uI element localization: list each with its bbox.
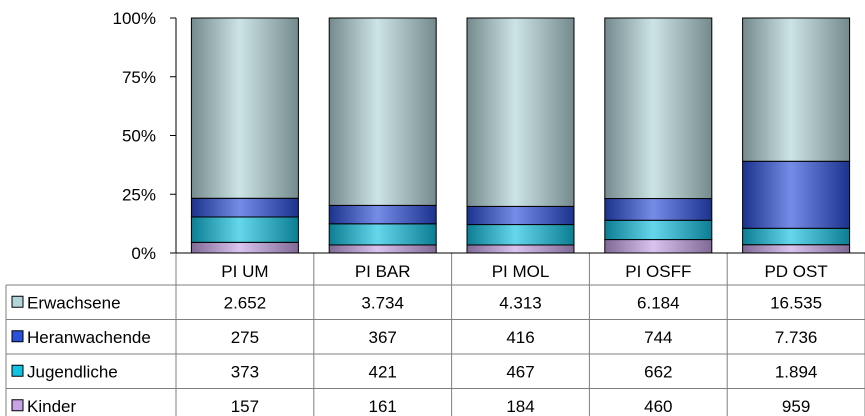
y-tick-label: 100% [113,9,156,28]
table-cell-value: 3.734 [361,293,404,312]
table-cell-value: 959 [782,397,810,416]
data-table: PI UM PI BAR PI MOL PI OSFF PD OST Erwachsene… [5,252,865,416]
category-label: PI UM [221,262,268,281]
table-cell-value: 161 [369,397,397,416]
bar-segment-3-0 [604,239,713,254]
y-tick-label: 50% [122,127,156,146]
table-cell-value: 6.184 [637,293,680,312]
bar-segment-3-3 [604,17,713,200]
table-cell-value: 460 [644,397,672,416]
table-cell-value: 16.535 [770,293,822,312]
y-tick-label: 0% [131,244,156,263]
bar-segment-4-0 [742,244,851,254]
category-label: PI BAR [355,262,411,281]
bar-segment-0-1 [190,216,299,243]
category-label: PD OST [764,262,827,281]
bar-segment-0-3 [190,17,299,199]
y-tick-label: 75% [122,68,156,87]
table-cell-value: 421 [369,362,397,381]
bar-segment-1-3 [328,17,437,206]
table-cell-value: 373 [231,362,259,381]
y-tick-label: 25% [122,185,156,204]
table-cell-value: 662 [644,362,672,381]
table-cell-value: 1.894 [775,362,818,381]
plot-area [190,17,851,254]
legend-label: Kinder [27,397,76,416]
bar-segment-4-1 [742,227,851,246]
legend-label: Heranwachende [27,328,151,347]
y-axis: 0% 25% 50% 75% 100% [113,9,177,263]
bar-segment-0-2 [190,197,299,218]
bar-segment-4-2 [742,160,851,229]
bar-segment-0-0 [190,241,299,254]
bar-segment-1-2 [328,204,437,225]
table-cell-value: 275 [231,328,259,347]
table-cell-value: 744 [644,328,672,347]
table-cell-value: 157 [231,397,259,416]
legend-swatch [11,295,24,308]
table-cell-value: 184 [506,397,534,416]
bar-segment-1-1 [328,223,437,246]
table-cell-value: 4.313 [499,293,542,312]
bar-segment-4-3 [742,17,851,162]
bar-segment-1-0 [328,244,437,254]
bar-segment-2-3 [466,17,575,207]
table-cell-value: 467 [506,362,534,381]
bar-segment-2-0 [466,244,575,254]
legend-label: Erwachsene [27,293,121,312]
legend-swatch [11,364,24,377]
legend-swatch [11,399,24,412]
bar-segment-3-1 [604,219,713,241]
category-label: PI OSFF [625,262,691,281]
bar-segment-2-1 [466,224,575,246]
legend-label: Jugendliche [27,362,118,381]
table-cell-value: 367 [369,328,397,347]
table-cell-value: 7.736 [775,328,818,347]
legend-swatch [11,330,24,343]
bar-segment-2-2 [466,205,575,226]
table-cell-value: 2.652 [224,293,267,312]
bar-segment-3-2 [604,198,713,221]
table-cell-value: 416 [506,328,534,347]
category-label: PI MOL [492,262,550,281]
